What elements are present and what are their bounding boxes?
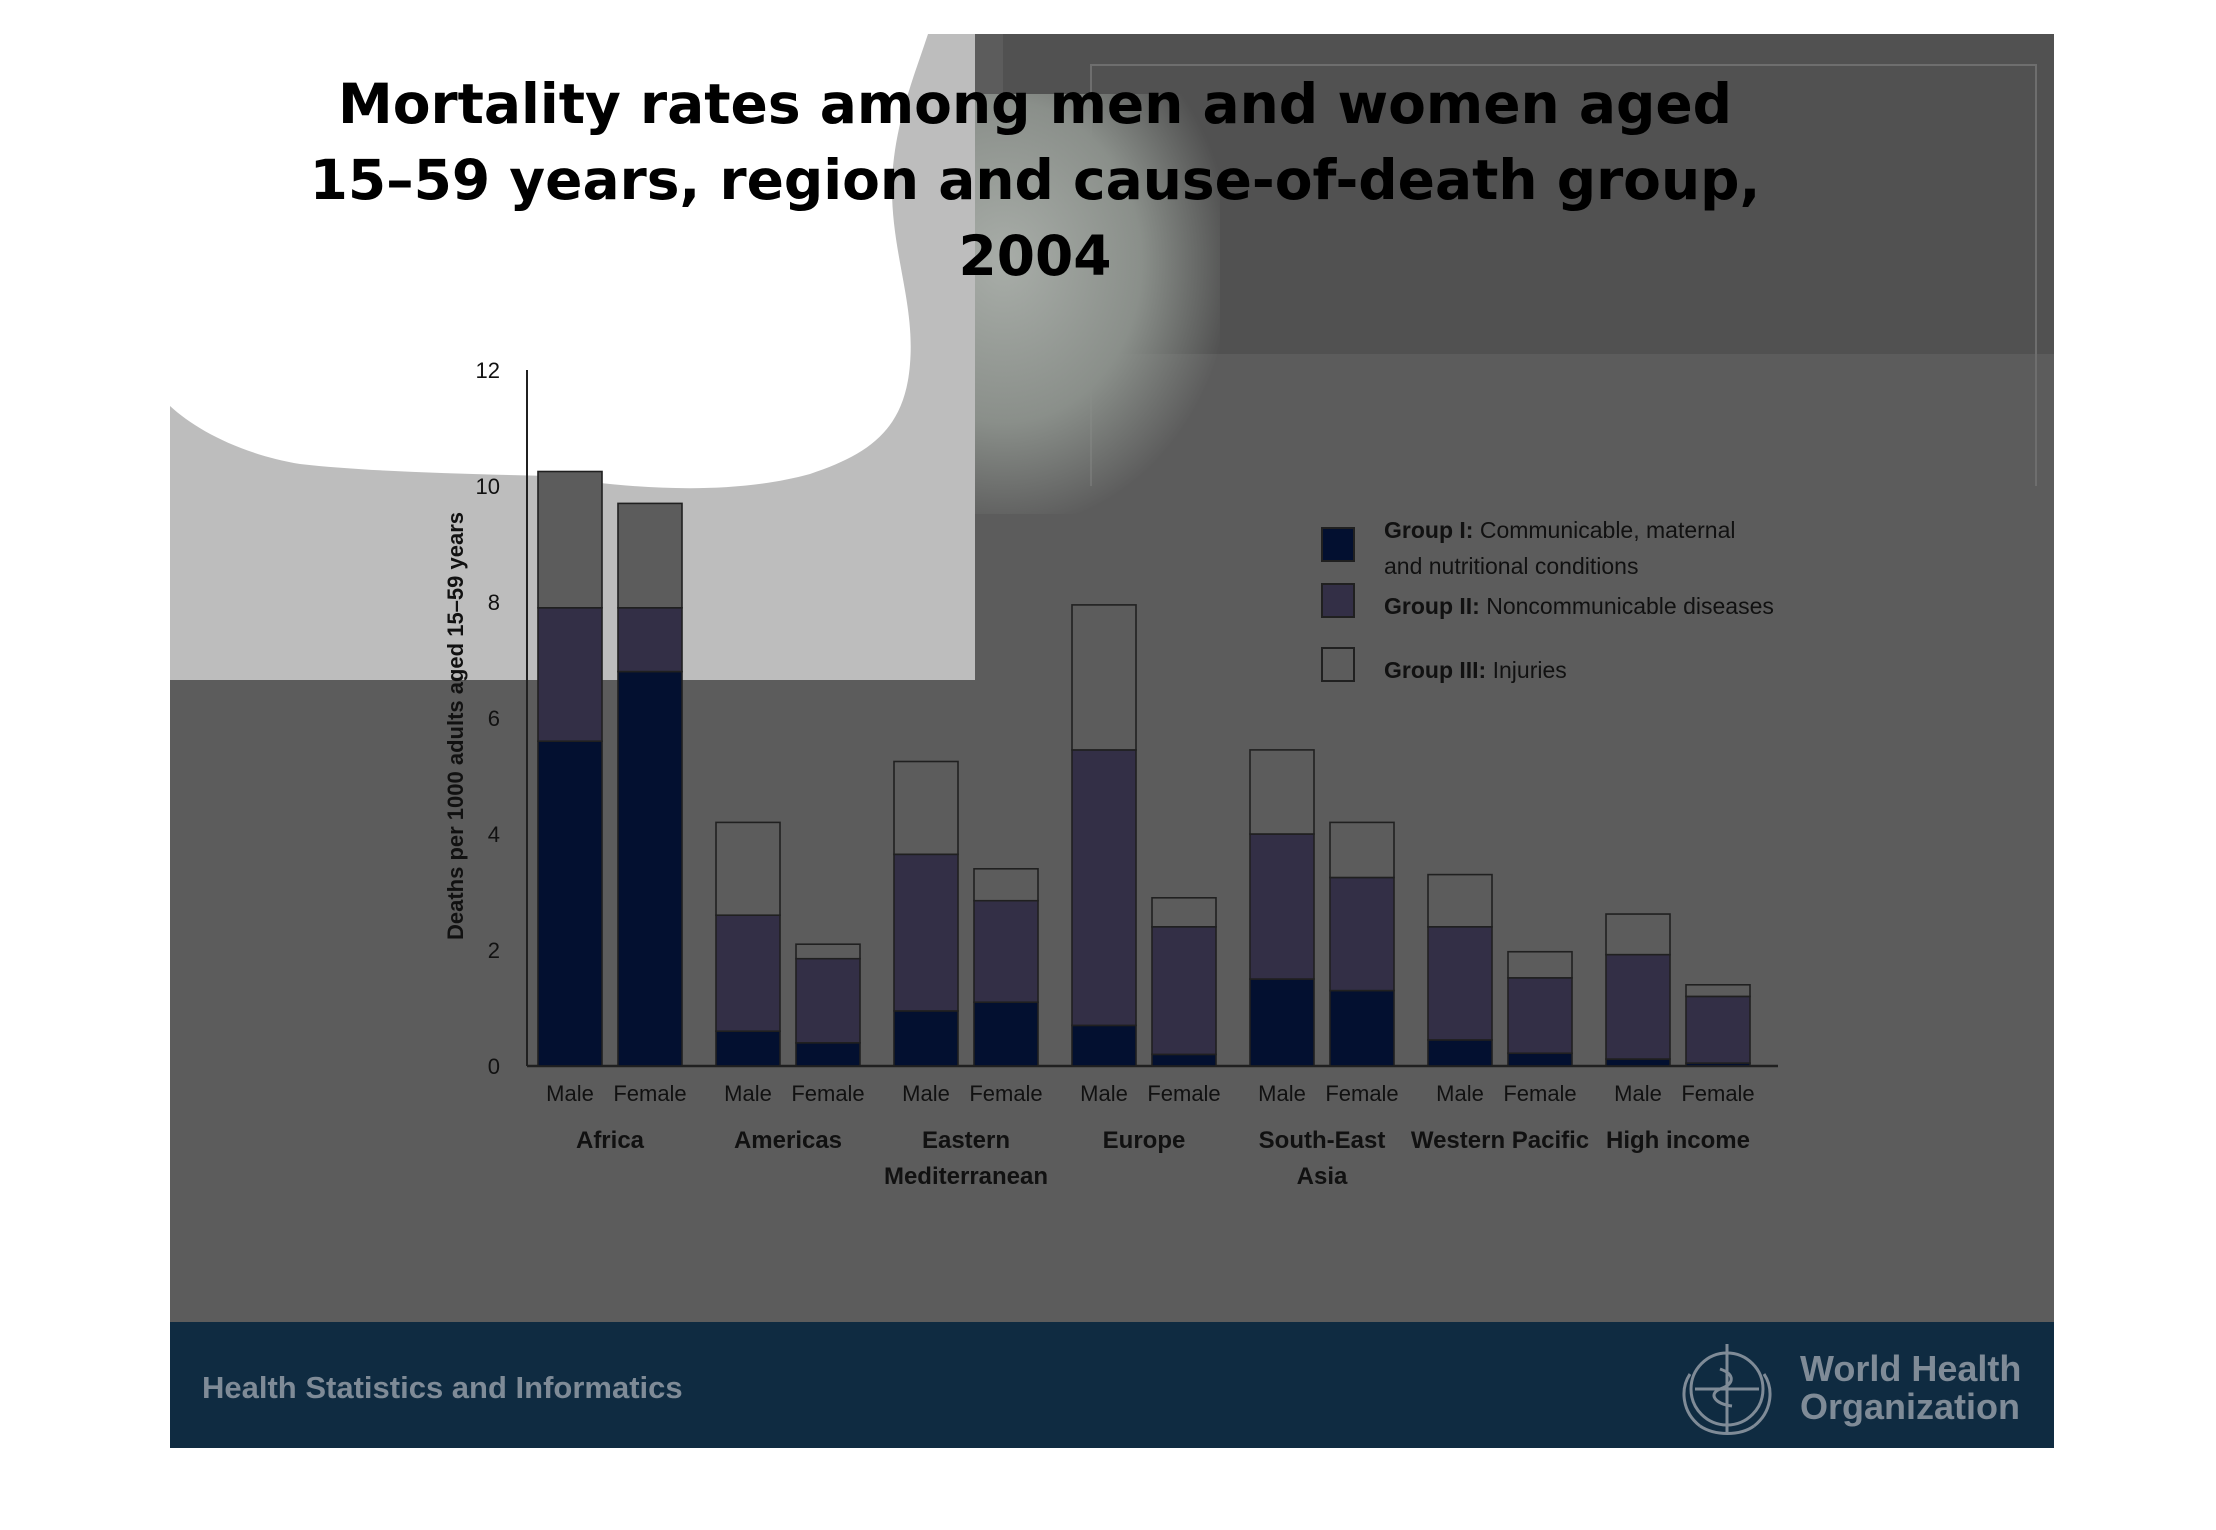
bar-segment	[537, 740, 603, 1067]
x-tick-label: Male	[1436, 1081, 1484, 1106]
region-label: South-East	[1259, 1127, 1386, 1154]
title-line: 2004	[958, 224, 1112, 288]
white-cloud-decoration	[170, 34, 928, 489]
x-tick-label: Female	[1503, 1081, 1576, 1106]
x-tick-label: Male	[724, 1081, 772, 1106]
bar-segment	[1427, 925, 1493, 1041]
organization-name: World Health Organization	[1800, 1350, 2021, 1426]
region-label: Asia	[1297, 1163, 1348, 1190]
bar-segment	[617, 502, 683, 609]
x-tick-label: Female	[1147, 1081, 1220, 1106]
bar-segment	[1427, 1039, 1493, 1067]
bar-segment	[795, 943, 861, 960]
bar-segment	[973, 899, 1039, 1004]
bar-segment	[893, 1010, 959, 1067]
bar-segment	[1151, 1053, 1217, 1067]
y-tick-label: 6	[488, 706, 500, 731]
bar-segment	[715, 1030, 781, 1067]
bar-segment	[1685, 983, 1751, 998]
footer-text: Health Statistics and Informatics	[202, 1370, 683, 1405]
region-label: Mediterranean	[884, 1163, 1048, 1190]
bar-segment	[1427, 873, 1493, 928]
y-tick-label: 2	[488, 938, 500, 963]
bar-segment	[795, 957, 861, 1044]
legend-label: Group I: Communicable, maternal	[1384, 517, 1736, 543]
bar-segment	[1071, 604, 1137, 751]
bar-segment	[715, 914, 781, 1033]
x-tick-label: Male	[1258, 1081, 1306, 1106]
y-tick-label: 8	[488, 590, 500, 615]
organization-name-line1: World Health	[1800, 1348, 2022, 1389]
legend-swatch	[1321, 527, 1355, 562]
bar-segment	[1071, 1024, 1137, 1067]
x-tick-label: Male	[546, 1081, 594, 1106]
y-tick-label: 0	[488, 1054, 500, 1079]
y-tick-label: 10	[476, 474, 500, 499]
title-line: Mortality rates among men and women aged	[337, 72, 1732, 136]
legend-label-text: Communicable, maternal	[1480, 517, 1736, 543]
legend-label: Group III: Injuries	[1384, 657, 1567, 683]
legend-label-text: Noncommunicable diseases	[1486, 593, 1774, 619]
x-tick-label: Male	[1614, 1081, 1662, 1106]
region-label: Eastern	[922, 1127, 1010, 1154]
bar-segment	[1151, 896, 1217, 928]
bar-segment	[1151, 925, 1217, 1056]
who-emblem-icon	[1682, 1344, 1772, 1435]
bar-segment	[1507, 977, 1573, 1055]
legend-label-bold: Group III:	[1384, 657, 1493, 683]
slide-background: Health Statistics and Informatics World …	[170, 34, 2054, 1448]
bar-segment	[617, 670, 683, 1067]
x-tick-label: Male	[1080, 1081, 1128, 1106]
bar-segment	[1249, 833, 1315, 980]
footer-bar	[170, 1322, 2054, 1448]
bar-segment	[1507, 1052, 1573, 1067]
region-label: High income	[1606, 1127, 1750, 1154]
region-label: Africa	[576, 1127, 645, 1154]
legend-label: Group II: Noncommunicable diseases	[1384, 593, 1774, 619]
legend-label-bold: Group I:	[1384, 517, 1480, 543]
bar-segment	[893, 853, 959, 1012]
x-tick-label: Female	[613, 1081, 686, 1106]
bar-segment	[1329, 989, 1395, 1067]
y-axis-label: Deaths per 1000 adults aged 15–59 years	[443, 512, 468, 940]
bar-segment	[1071, 749, 1137, 1027]
bar-segment	[973, 1001, 1039, 1067]
x-tick-label: Male	[902, 1081, 950, 1106]
legend-swatch	[1321, 647, 1355, 682]
bar-segment	[1507, 950, 1573, 979]
bar-segment	[617, 606, 683, 673]
bar-segment	[795, 1042, 861, 1067]
x-tick-label: Female	[969, 1081, 1042, 1106]
y-tick-label: 12	[476, 358, 500, 383]
bar-segment	[537, 606, 603, 742]
legend-label: and nutritional conditions	[1384, 553, 1638, 579]
y-tick-label: 4	[488, 822, 500, 847]
bar-segment	[1605, 913, 1671, 956]
bar-segment	[1605, 1058, 1671, 1067]
x-tick-label: Female	[1681, 1081, 1754, 1106]
bar-segment	[973, 867, 1039, 902]
legend-label-text: and nutritional conditions	[1384, 553, 1638, 579]
bar-segment	[1249, 978, 1315, 1067]
title-line: 15–59 years, region and cause-of-death g…	[309, 148, 1761, 212]
bar-segment	[893, 760, 959, 856]
legend-label-text: Injuries	[1493, 657, 1567, 683]
bar-segment	[1329, 876, 1395, 992]
region-label: Americas	[734, 1127, 842, 1154]
legend-label-bold: Group II:	[1384, 593, 1486, 619]
bar-segment	[1605, 953, 1671, 1060]
page-title: Mortality rates among men and women aged…	[200, 66, 1870, 294]
region-label: Europe	[1103, 1127, 1186, 1154]
region-label: Western Pacific	[1411, 1127, 1589, 1154]
organization-name-line2: Organization	[1800, 1386, 2021, 1427]
bar-segment	[1329, 821, 1395, 879]
bar-segment	[715, 821, 781, 917]
bar-segment	[537, 470, 603, 609]
bar-segment	[1685, 995, 1751, 1064]
legend-swatch	[1321, 583, 1355, 618]
x-tick-label: Female	[1325, 1081, 1398, 1106]
bar-segment	[1249, 749, 1315, 835]
x-tick-label: Female	[791, 1081, 864, 1106]
